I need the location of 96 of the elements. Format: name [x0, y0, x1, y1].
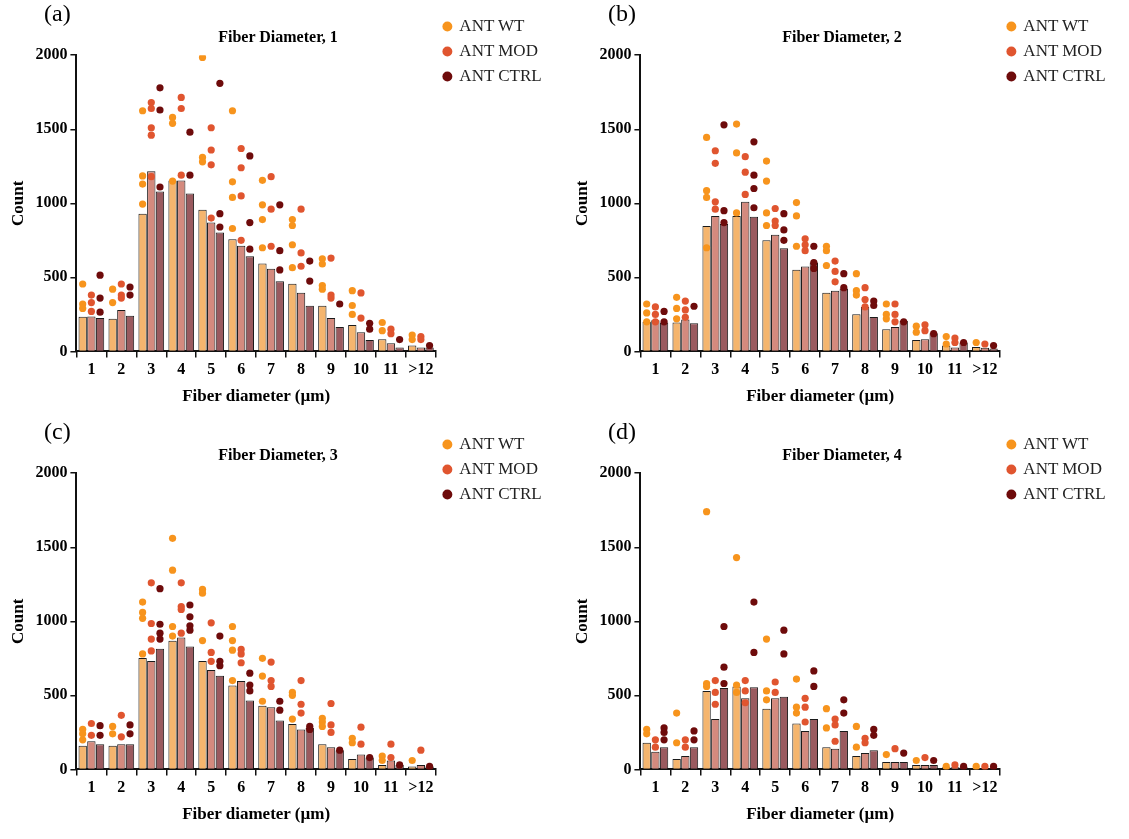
- x-tick-label: 7: [267, 360, 276, 378]
- y-tick-label: 2000: [35, 463, 68, 481]
- x-tick-label: 8: [861, 778, 870, 796]
- y-tick-label: 1500: [599, 537, 632, 555]
- x-tick-label: 2: [117, 360, 126, 378]
- y-tick-label: 2000: [35, 45, 68, 63]
- y-tick-label: 1500: [35, 119, 68, 137]
- y-tick-label: 1500: [35, 537, 68, 555]
- legend-label: ANT MOD: [1023, 40, 1102, 60]
- y-tick-label: 1000: [599, 611, 632, 629]
- x-tick-label: 4: [741, 360, 750, 378]
- y-tick-label: 0: [623, 759, 632, 777]
- y-tick-label: 2000: [599, 45, 632, 63]
- x-tick-label: 4: [741, 778, 750, 796]
- x-tick-label: 7: [831, 778, 840, 796]
- x-tick-label: 11: [383, 360, 399, 378]
- x-tick-label: 1: [651, 778, 660, 796]
- x-tick-label: 5: [771, 778, 780, 796]
- legend-label: ANT MOD: [459, 40, 538, 60]
- x-tick-label: 6: [237, 778, 246, 796]
- chart-title: Fiber Diameter, 1: [218, 27, 338, 45]
- x-axis-title: Fiber diameter (µm): [746, 804, 895, 824]
- chart-title: Fiber Diameter, 2: [782, 27, 902, 45]
- chart-title: Fiber Diameter, 4: [782, 445, 902, 463]
- x-tick-label: 8: [861, 360, 870, 378]
- y-axis-title: Count: [571, 180, 591, 226]
- legend-label: ANT MOD: [459, 458, 538, 478]
- x-tick-label: 4: [177, 360, 186, 378]
- x-tick-label: 3: [711, 360, 720, 378]
- y-tick-label: 1500: [599, 119, 632, 137]
- x-tick-label: 1: [651, 360, 660, 378]
- y-tick-label: 1000: [35, 611, 68, 629]
- legend-label: ANT CTRL: [459, 483, 542, 503]
- x-tick-label: 7: [831, 360, 840, 378]
- x-tick-label: 9: [327, 778, 336, 796]
- text: (b): [608, 0, 636, 27]
- x-axis-title: Fiber diameter (µm): [746, 386, 895, 406]
- x-tick-label: 6: [801, 360, 810, 378]
- y-tick-label: 2000: [599, 463, 632, 481]
- x-axis-title: Fiber diameter (µm): [182, 804, 331, 824]
- text: (c): [44, 418, 71, 445]
- x-tick-label: 10: [352, 360, 369, 378]
- x-tick-label: 11: [383, 778, 399, 796]
- x-tick-label: 3: [147, 360, 156, 378]
- legend-label: ANT WT: [459, 433, 525, 453]
- text: (d): [608, 418, 636, 445]
- legend-label: ANT WT: [1023, 433, 1089, 453]
- x-tick-label: 3: [147, 778, 156, 796]
- x-tick-label: 9: [891, 778, 900, 796]
- x-tick-label: 11: [947, 360, 963, 378]
- x-tick-label: 1: [87, 360, 96, 378]
- x-tick-label: 2: [681, 360, 690, 378]
- x-tick-label: >12: [972, 778, 998, 796]
- x-tick-label: 2: [681, 778, 690, 796]
- x-tick-label: 10: [916, 778, 933, 796]
- legend-label: ANT CTRL: [459, 65, 542, 85]
- x-tick-label: 8: [297, 360, 306, 378]
- x-tick-label: >12: [972, 360, 998, 378]
- x-tick-label: >12: [408, 360, 434, 378]
- x-tick-label: 10: [916, 360, 933, 378]
- y-tick-label: 1000: [599, 193, 632, 211]
- y-tick-label: 500: [43, 267, 68, 285]
- y-axis-title: Count: [571, 598, 591, 644]
- x-tick-label: 8: [297, 778, 306, 796]
- legend-label: ANT WT: [1023, 15, 1089, 35]
- x-tick-label: 3: [711, 778, 720, 796]
- x-tick-label: 9: [327, 360, 336, 378]
- y-tick-label: 500: [43, 685, 68, 703]
- y-tick-label: 500: [607, 267, 632, 285]
- x-tick-label: 5: [771, 360, 780, 378]
- x-tick-label: 6: [237, 360, 246, 378]
- legend-label: ANT MOD: [1023, 458, 1102, 478]
- y-axis-title: Count: [7, 598, 27, 644]
- x-tick-label: 9: [891, 360, 900, 378]
- y-tick-label: 1000: [35, 193, 68, 211]
- x-tick-label: 2: [117, 778, 126, 796]
- y-axis-title: Count: [7, 180, 27, 226]
- y-tick-label: 500: [607, 685, 632, 703]
- x-tick-label: 1: [87, 778, 96, 796]
- x-tick-label: 11: [947, 778, 963, 796]
- x-tick-label: 10: [352, 778, 369, 796]
- x-tick-label: 4: [177, 778, 186, 796]
- x-axis-title: Fiber diameter (µm): [182, 386, 331, 406]
- x-tick-label: 5: [207, 778, 216, 796]
- y-tick-label: 0: [59, 341, 68, 359]
- text: (a): [44, 0, 71, 27]
- chart-title: Fiber Diameter, 3: [218, 445, 338, 463]
- x-tick-label: 5: [207, 360, 216, 378]
- x-tick-label: >12: [408, 778, 434, 796]
- x-tick-label: 6: [801, 778, 810, 796]
- legend-label: ANT CTRL: [1023, 483, 1106, 503]
- y-tick-label: 0: [623, 341, 632, 359]
- y-tick-label: 0: [59, 759, 68, 777]
- x-tick-label: 7: [267, 778, 276, 796]
- legend-label: ANT CTRL: [1023, 65, 1106, 85]
- legend-label: ANT WT: [459, 15, 525, 35]
